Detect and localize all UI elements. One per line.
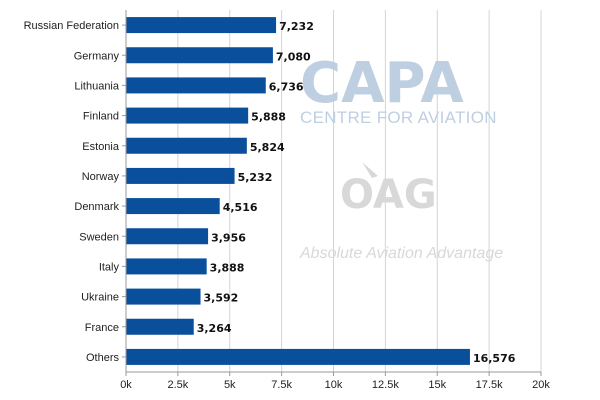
bar [126, 288, 201, 305]
x-tick-label: 20k [532, 379, 550, 391]
data-label: 3,888 [210, 261, 245, 274]
category-label: Norway [82, 171, 120, 183]
data-label: 5,888 [251, 111, 286, 124]
category-label: Germany [74, 50, 120, 62]
x-tick-label: 12.5k [372, 379, 399, 391]
bar [126, 17, 277, 34]
category-label: Italy [99, 261, 120, 273]
bar [126, 198, 220, 215]
x-tick-label: 5k [224, 379, 236, 391]
bar [126, 107, 249, 124]
bar [126, 137, 247, 154]
data-label: 16,576 [473, 352, 516, 365]
category-label: France [85, 322, 119, 334]
category-label: Finland [83, 111, 119, 123]
category-label: Denmark [74, 201, 119, 213]
gridlines [177, 10, 542, 372]
data-label: 7,080 [276, 50, 311, 63]
x-tick-label: 17.5k [476, 379, 503, 391]
capa-logo: CAPA [300, 51, 464, 116]
x-tick-label: 7.5k [271, 379, 292, 391]
bar [126, 47, 273, 64]
x-tick-label: 10k [325, 379, 343, 391]
x-tick-label: 0k [120, 379, 132, 391]
capa-subtitle: CENTRE FOR AVIATION [300, 108, 497, 127]
data-label: 4,516 [223, 201, 258, 214]
axes: 0k 2.5k 5k 7.5k 10k 12.5k 15k 17.5k 20k Russian F… [24, 10, 550, 391]
bar [126, 318, 194, 335]
category-label: Lithuania [74, 80, 120, 92]
oag-logo: OAG [340, 172, 437, 218]
bars: 7,232 7,080 6,736 5,888 5,824 5,232 4,516 3,956… [126, 17, 516, 365]
data-label: 5,232 [238, 171, 273, 184]
category-label: Sweden [79, 231, 119, 243]
x-tick-label: 2.5k [167, 379, 188, 391]
oag-tagline: Absolute Aviation Advantage [299, 245, 503, 262]
bar [126, 228, 209, 245]
oag-swoosh-icon [362, 162, 378, 178]
data-label: 3,264 [197, 322, 232, 335]
category-label: Russian Federation [24, 20, 119, 32]
data-label: 6,736 [269, 80, 304, 93]
bar [126, 167, 235, 184]
bar [126, 77, 266, 94]
x-tick-label: 15k [428, 379, 446, 391]
category-label: Others [86, 352, 120, 364]
bar [126, 258, 207, 275]
data-label: 3,956 [211, 231, 246, 244]
data-label: 3,592 [204, 292, 239, 305]
watermark: CAPA CENTRE FOR AVIATION OAG Absolute Av… [299, 51, 503, 262]
bar [126, 348, 470, 365]
data-label: 5,824 [250, 141, 285, 154]
category-label: Ukraine [81, 292, 119, 304]
category-label: Estonia [82, 141, 120, 153]
data-label: 7,232 [279, 20, 314, 33]
